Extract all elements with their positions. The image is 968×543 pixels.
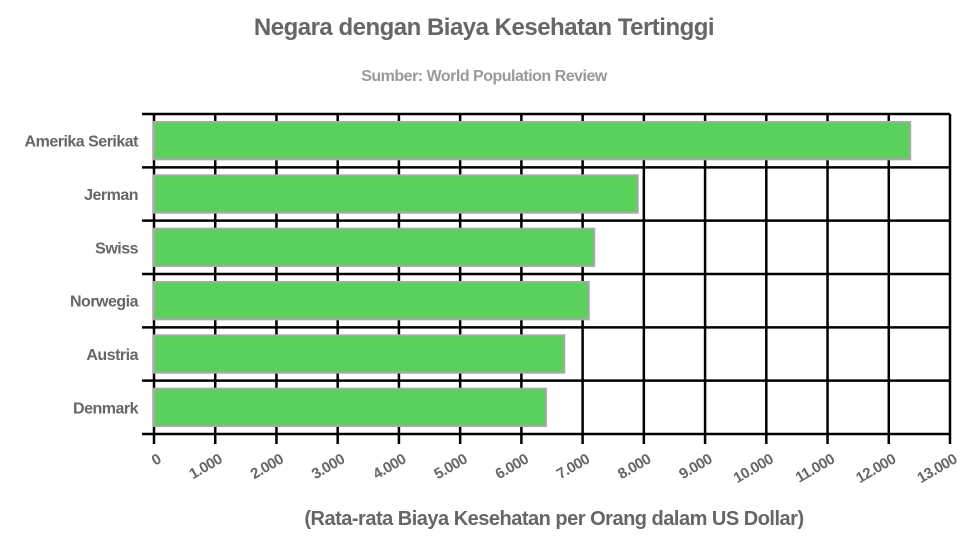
y-tick-label: Denmark [73, 400, 139, 417]
x-tick-label: 3.000 [309, 451, 348, 483]
x-tick-label: 4.000 [370, 451, 409, 483]
x-tick-label: 5.000 [431, 451, 470, 483]
bar [153, 281, 590, 321]
bar [153, 334, 566, 374]
x-tick-label: 9.000 [676, 451, 715, 483]
chart-title: Negara dengan Biaya Kesehatan Tertinggi [253, 14, 715, 41]
bar [153, 387, 547, 427]
x-tick-label: 8.000 [615, 451, 654, 483]
x-tick-label: 1.000 [186, 451, 225, 483]
bar [153, 174, 639, 214]
bar [153, 121, 912, 161]
x-tick-label: 13.000 [914, 451, 960, 487]
y-tick-label: Jerman [84, 187, 138, 204]
y-tick-label: Norwegia [70, 294, 139, 311]
x-tick-label: 11.000 [793, 451, 838, 487]
x-tick-label: 10.000 [731, 451, 777, 487]
chart-subtitle: Sumber: World Population Review [361, 68, 607, 85]
x-tick-label: 0 [149, 451, 164, 470]
y-tick-label: Swiss [95, 240, 138, 257]
x-tick-label: 6.000 [493, 451, 532, 483]
x-axis-label: (Rata-rata Biaya Kesehatan per Orang dal… [304, 508, 804, 530]
y-tick-label: Austria [86, 347, 138, 364]
bar [153, 227, 596, 268]
y-tick-label: Amerika Serikat [25, 134, 140, 151]
x-tick-label: 2.000 [248, 451, 287, 483]
x-tick-label: 7.000 [554, 451, 593, 483]
x-tick-label: 12.000 [853, 451, 899, 487]
